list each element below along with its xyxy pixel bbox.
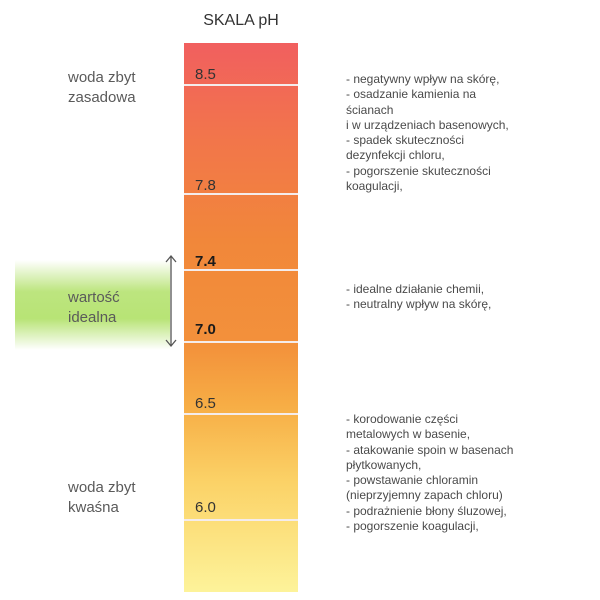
effect-item: - pogorszenie skuteczności	[346, 163, 491, 178]
effect-item: metalowych w basenie,	[346, 427, 471, 442]
scale-divider	[184, 193, 298, 195]
ideal-range-highlight	[15, 260, 170, 350]
effect-item: dezynfekcji chloru,	[346, 148, 445, 163]
ph-scale-bar	[184, 43, 298, 592]
effect-item: - neutralny wpływ na skórę,	[346, 297, 492, 312]
zone-label-line: woda zbyt	[68, 479, 136, 496]
effects-alkaline-list: - negatywny wpływ na skórę, - osadzanie …	[346, 72, 509, 194]
scale-title: SKALA pH	[203, 12, 279, 29]
effect-item: - korodowanie części	[346, 412, 459, 426]
zone-label-ideal: wartość idealna	[68, 288, 120, 328]
effect-item: - negatywny wpływ na skórę,	[346, 72, 500, 86]
effect-item: - idealne działanie chemii,	[346, 282, 485, 296]
scale-divider	[184, 519, 298, 521]
effects-ideal-list: - idealne działanie chemii, - neutralny …	[346, 282, 491, 313]
ph-value-7-8: 7.8	[195, 177, 216, 194]
zone-label-line: wartość	[68, 289, 120, 306]
effect-item: (nieprzyjemny zapach chloru)	[346, 488, 503, 503]
zone-label-line: kwaśna	[68, 499, 119, 516]
ph-value-7-0: 7.0	[195, 321, 216, 338]
effect-item: - osadzanie kamienia na	[346, 87, 477, 102]
effect-item: płytkowanych,	[346, 457, 422, 472]
zone-label-line: zasadowa	[68, 89, 136, 106]
effect-item: - atakowanie spoin w basenach	[346, 442, 514, 457]
scale-divider	[184, 269, 298, 271]
zone-label-line: idealna	[68, 309, 117, 326]
ideal-range-arrow-icon	[165, 254, 177, 348]
effect-item: - spadek skuteczności	[346, 133, 465, 148]
scale-divider	[184, 413, 298, 415]
effect-item: - podrażnienie błony śluzowej,	[346, 503, 507, 518]
zone-label-line: woda zbyt	[68, 69, 136, 86]
ph-value-8-5: 8.5	[195, 66, 216, 83]
ph-value-7-4: 7.4	[195, 253, 216, 270]
scale-divider	[184, 341, 298, 343]
effect-item: i w urządzeniach basenowych,	[346, 117, 509, 132]
zone-label-alkaline: woda zbyt zasadowa	[68, 68, 136, 108]
scale-divider	[184, 84, 298, 86]
ph-value-6-0: 6.0	[195, 499, 216, 516]
effect-item: koagulacji,	[346, 179, 403, 194]
zone-label-acidic: woda zbyt kwaśna	[68, 478, 136, 518]
effects-acidic-list: - korodowanie części metalowych w baseni…	[346, 412, 513, 534]
effect-item: ścianach	[346, 102, 394, 117]
effect-item: - pogorszenie koagulacji,	[346, 519, 479, 534]
effect-item: - powstawanie chloramin	[346, 473, 479, 488]
ph-value-6-5: 6.5	[195, 395, 216, 412]
